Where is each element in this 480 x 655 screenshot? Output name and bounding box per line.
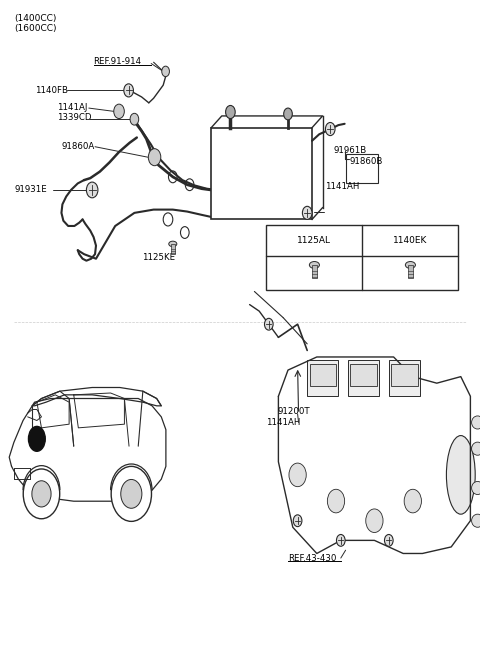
Text: 91200T: 91200T xyxy=(277,407,310,416)
Circle shape xyxy=(384,534,393,546)
Circle shape xyxy=(226,105,235,119)
Circle shape xyxy=(148,149,161,166)
Bar xyxy=(346,154,378,183)
Text: (1400CC): (1400CC) xyxy=(14,14,57,24)
Ellipse shape xyxy=(471,442,480,455)
Ellipse shape xyxy=(310,261,320,269)
Bar xyxy=(310,364,336,386)
Circle shape xyxy=(293,515,302,527)
Circle shape xyxy=(325,122,335,136)
Circle shape xyxy=(264,318,273,330)
Circle shape xyxy=(32,481,51,507)
Circle shape xyxy=(124,84,133,97)
Text: 91860B: 91860B xyxy=(349,157,383,166)
Text: REF.91-914: REF.91-914 xyxy=(94,57,142,66)
Text: 1140FB: 1140FB xyxy=(35,86,68,95)
Ellipse shape xyxy=(471,481,480,495)
Circle shape xyxy=(162,66,169,77)
Bar xyxy=(350,364,377,386)
Text: 1141AJ: 1141AJ xyxy=(57,103,87,112)
Text: 91961B: 91961B xyxy=(333,146,366,155)
Ellipse shape xyxy=(405,261,416,269)
Circle shape xyxy=(327,489,345,513)
Circle shape xyxy=(302,206,312,219)
Circle shape xyxy=(284,108,292,120)
Bar xyxy=(348,360,379,396)
Ellipse shape xyxy=(28,426,45,451)
Text: REF.43-430: REF.43-430 xyxy=(288,553,337,563)
Ellipse shape xyxy=(471,416,480,429)
Ellipse shape xyxy=(169,241,177,247)
Circle shape xyxy=(366,509,383,533)
Bar xyxy=(171,244,175,254)
Bar xyxy=(307,360,338,396)
Ellipse shape xyxy=(446,436,475,514)
Text: 91931E: 91931E xyxy=(14,185,47,195)
Circle shape xyxy=(23,469,60,519)
Circle shape xyxy=(111,466,152,521)
Bar xyxy=(266,225,458,290)
Circle shape xyxy=(86,182,98,198)
Bar xyxy=(408,265,413,278)
Bar xyxy=(389,360,420,396)
Text: 1141AH: 1141AH xyxy=(266,418,301,427)
Circle shape xyxy=(130,113,139,125)
Bar xyxy=(211,128,312,219)
Text: 1125AL: 1125AL xyxy=(298,236,331,245)
Text: 1140EK: 1140EK xyxy=(393,236,428,245)
Circle shape xyxy=(336,534,345,546)
Circle shape xyxy=(404,489,421,513)
Circle shape xyxy=(121,479,142,508)
Text: 91860A: 91860A xyxy=(61,141,95,151)
Bar xyxy=(391,364,418,386)
Text: 1125KE: 1125KE xyxy=(142,253,175,262)
Text: (1600CC): (1600CC) xyxy=(14,24,57,33)
Circle shape xyxy=(289,463,306,487)
Circle shape xyxy=(114,104,124,119)
Ellipse shape xyxy=(471,514,480,527)
Text: 1141AH: 1141AH xyxy=(325,182,360,191)
Text: 1339CD: 1339CD xyxy=(57,113,91,122)
Bar xyxy=(312,265,317,278)
